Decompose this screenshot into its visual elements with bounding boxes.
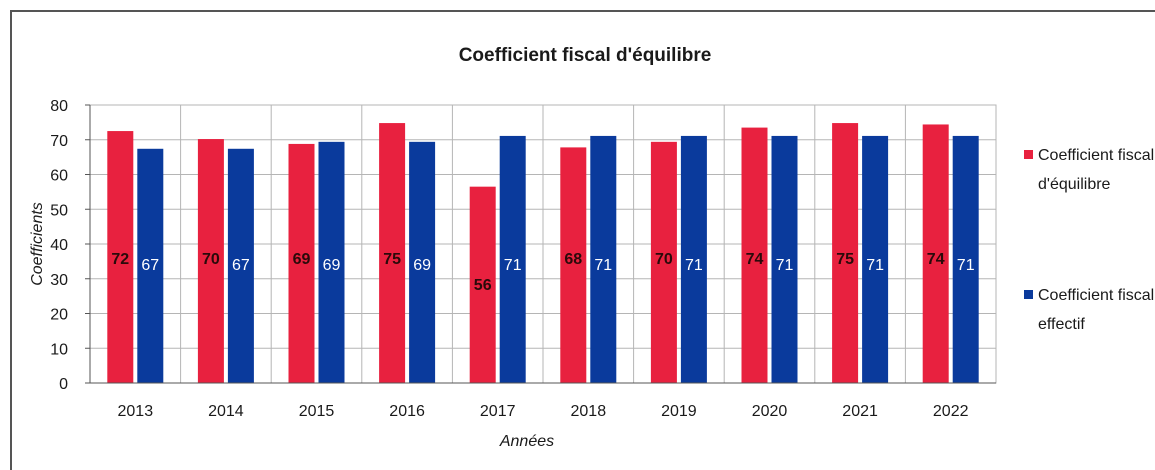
data-label: 71 [957,257,975,274]
data-label: 56 [474,277,492,294]
legend-label: Coefficient fiscal [1038,287,1154,304]
x-tick-label: 2016 [389,403,425,420]
bar-equilibre [469,186,496,383]
chart-grid [89,104,997,384]
y-tick-label: 10 [50,341,68,358]
bar-equilibre [288,143,315,383]
x-axis: 2013 2014 2015 2016 2017 2018 2019 2020 2021 2022 [90,382,996,420]
y-tick-label: 40 [50,237,68,254]
chart-frame [10,10,1155,470]
y-tick-label: 80 [50,98,68,115]
data-label: 75 [383,251,401,268]
bar-effectif [409,141,436,383]
bar-effectif [952,135,979,383]
data-label: 74 [927,251,945,268]
data-label: 72 [111,251,129,268]
x-tick-label: 2017 [480,403,516,420]
x-tick-label: 2019 [661,403,697,420]
x-tick-label: 2018 [571,403,607,420]
y-tick-label: 0 [59,376,68,393]
bar-effectif [771,135,798,383]
y-tick-label: 20 [50,307,68,324]
bar-effectif [499,135,526,383]
x-tick-label: 2020 [752,403,788,420]
data-label: 69 [413,257,431,274]
bar-effectif [862,135,889,383]
y-tick-label: 50 [50,202,68,219]
x-tick-label: 2013 [118,403,154,420]
bar-effectif [137,148,164,383]
data-label: 70 [655,251,673,268]
y-tick-label: 70 [50,133,68,150]
bar-effectif [227,148,254,383]
x-axis-label: Années [499,433,554,450]
chart-data-labels: 72 67 70 67 69 69 75 69 56 71 68 71 70 71 74 71 75 71 74 71 [111,251,974,294]
bar-equilibre [560,147,587,383]
legend-swatch-equilibre [1024,150,1033,159]
data-label: 67 [141,257,159,274]
chart-legend: Coefficient fiscal d'équilibre Coefficient… [1024,147,1154,333]
bar-equilibre [379,123,406,383]
bar-effectif [318,141,345,383]
bar-equilibre [922,124,949,384]
y-axis: 0 10 20 30 40 50 60 70 80 [50,98,91,393]
bar-equilibre [197,139,224,383]
data-label: 75 [836,251,854,268]
data-label: 69 [323,257,341,274]
legend-label: d'équilibre [1038,176,1111,193]
data-label: 69 [293,251,311,268]
data-label: 74 [746,251,764,268]
bar-effectif [680,135,707,383]
bar-equilibre [741,127,768,384]
data-label: 71 [504,257,522,274]
y-axis-label: Coefficients [29,202,46,286]
chart-bars [107,123,979,384]
bar-effectif [590,135,617,383]
legend-label: effectif [1038,316,1085,333]
bar-equilibre [832,123,859,383]
data-label: 71 [594,257,612,274]
x-tick-label: 2014 [208,403,244,420]
data-label: 71 [685,257,703,274]
data-label: 71 [776,257,794,274]
y-tick-label: 30 [50,272,68,289]
legend-label: Coefficient fiscal [1038,147,1154,164]
data-label: 67 [232,257,250,274]
bar-equilibre [107,131,134,383]
y-tick-label: 60 [50,168,68,185]
bar-equilibre [650,141,677,383]
x-tick-label: 2015 [299,403,335,420]
data-label: 70 [202,251,220,268]
x-tick-label: 2021 [842,403,878,420]
data-label: 71 [866,257,884,274]
data-label: 68 [564,251,582,268]
x-tick-label: 2022 [933,403,969,420]
chart-title: Coefficient fiscal d'équilibre [459,45,712,66]
legend-swatch-effectif [1024,290,1033,299]
